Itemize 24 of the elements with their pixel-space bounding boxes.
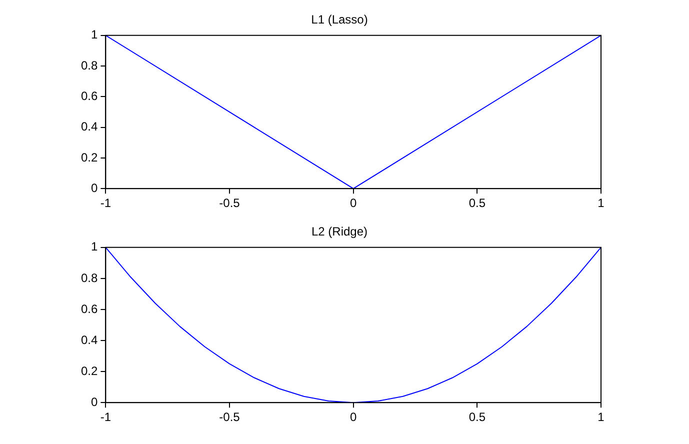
y-tick-label: 0.8 <box>80 58 98 72</box>
x-tick-label: -0.5 <box>219 410 240 424</box>
x-tick-label: 0.5 <box>468 410 486 424</box>
x-tick-label: 0.5 <box>468 196 486 210</box>
x-tick-label: 0 <box>350 196 357 210</box>
x-tick-label: 1 <box>598 410 605 424</box>
y-tick-label: 0.2 <box>80 150 98 164</box>
y-tick-label: 0.2 <box>80 364 98 378</box>
y-tick-label: 0 <box>90 180 98 195</box>
y-tick-label: 0.8 <box>80 270 98 285</box>
y-tick-label: 0.4 <box>80 332 98 347</box>
x-tick-label: -1 <box>100 410 112 424</box>
chart-title: L2 (Ridge) <box>311 224 368 239</box>
y-tick-label: 0.6 <box>80 302 98 316</box>
y-tick-label: 0.4 <box>80 120 98 134</box>
y-tick-label: 1 <box>90 240 98 254</box>
x-tick-label: 1 <box>598 196 605 210</box>
y-tick-label: 0 <box>90 394 98 409</box>
y-tick-label: 1 <box>90 28 98 42</box>
x-tick-label: -0.5 <box>219 196 240 210</box>
x-tick-label: -1 <box>100 196 112 210</box>
chart-title: L1 (Lasso) <box>311 12 368 27</box>
y-tick-label: 0.6 <box>80 88 98 103</box>
x-tick-label: 0 <box>350 410 357 424</box>
